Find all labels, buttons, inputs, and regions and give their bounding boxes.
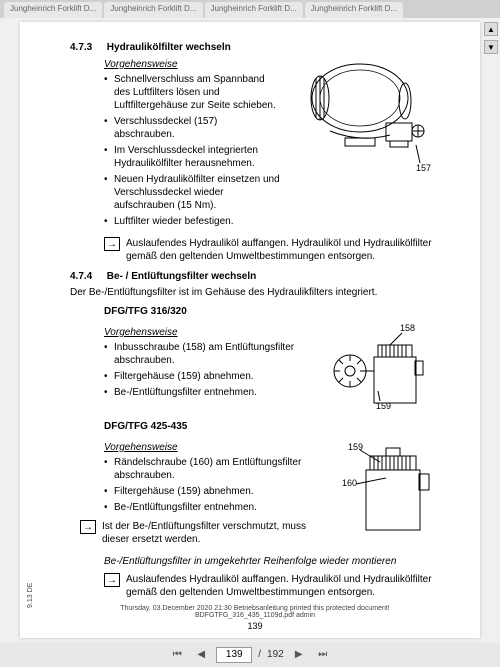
print-footer: Thursday, 03.December 2020 21:30 Betrieb…	[70, 605, 440, 619]
procedure-list: Schnellverschluss am Spannband des Luftf…	[104, 73, 280, 228]
list-item: Luftfilter wieder befestigen.	[104, 215, 280, 228]
note-row: → Ist der Be-/Entlüftungsfilter verschmu…	[80, 520, 320, 546]
callout-label: 157	[416, 163, 431, 173]
document-page: 4.7.3 Hydraulikölfilter wechseln Vorgehe…	[20, 22, 480, 638]
procedure-subhead: Vorgehensweise	[104, 327, 310, 338]
list-item: Filtergehäuse (159) abnehmen.	[104, 485, 320, 498]
note-text: Auslaufendes Hydrauliköl auffangen. Hydr…	[126, 573, 440, 599]
prev-page-icon[interactable]: ◀	[192, 646, 210, 664]
tab-item[interactable]: Jungheinrich Forklift D...	[305, 2, 403, 18]
content-row: Vorgehensweise Rändelschraube (160) am E…	[104, 436, 440, 552]
vent-filter-diagram-b: 159 160	[330, 436, 440, 552]
list-item: Rändelschraube (160) am Entlüftungsfilte…	[104, 456, 320, 482]
note-arrow-icon: →	[104, 237, 120, 251]
content-row: Vorgehensweise Inbusschraube (158) am En…	[104, 321, 440, 411]
note-row: → Auslaufendes Hydrauliköl auffangen. Hy…	[104, 237, 440, 263]
page-total: 192	[267, 649, 284, 660]
svg-text:158: 158	[400, 323, 415, 333]
text-column: Vorgehensweise Inbusschraube (158) am En…	[104, 321, 310, 411]
hydraulic-filter-diagram: 157	[290, 53, 440, 231]
next-page-icon[interactable]: ▶	[290, 646, 308, 664]
procedure-subhead: Vorgehensweise	[104, 59, 280, 70]
procedure-subhead: Vorgehensweise	[104, 442, 320, 453]
text-column: Vorgehensweise Rändelschraube (160) am E…	[104, 436, 320, 552]
side-toolbar: ▲ ▼	[484, 22, 498, 54]
text-column: Vorgehensweise Schnellverschluss am Span…	[104, 53, 280, 231]
reassembly-note: Be-/Entlüftungsfilter in umgekehrter Rei…	[104, 556, 440, 567]
section-heading: 4.7.4 Be- / Entlüftungsfilter wechseln	[70, 271, 440, 282]
model-label: DFG/TFG 425-435	[104, 421, 440, 432]
note-text: Auslaufendes Hydrauliköl auffangen. Hydr…	[126, 237, 440, 263]
page-input[interactable]	[216, 647, 252, 663]
tab-item[interactable]: Jungheinrich Forklift D...	[104, 2, 202, 18]
section-title: Hydraulikölfilter wechseln	[107, 42, 231, 53]
svg-text:160: 160	[342, 478, 357, 488]
note-arrow-icon: →	[80, 520, 96, 534]
list-item: Im Verschlussdeckel integrierten Hydraul…	[104, 144, 280, 170]
section-number: 4.7.4	[70, 271, 104, 282]
procedure-list: Inbusschraube (158) am Entlüftungsfilter…	[104, 341, 310, 399]
page-separator: /	[258, 649, 261, 660]
vent-filter-diagram-a: 158 159	[320, 321, 440, 411]
section-heading: 4.7.3 Hydraulikölfilter wechseln	[70, 42, 440, 53]
intro-text: Der Be-/Entlüftungsfilter ist im Gehäuse…	[70, 286, 440, 300]
note-arrow-icon: →	[104, 573, 120, 587]
tool-up-icon[interactable]: ▲	[484, 22, 498, 36]
list-item: Inbusschraube (158) am Entlüftungsfilter…	[104, 341, 310, 367]
side-code: 9.13 DE	[27, 583, 34, 608]
list-item: Filtergehäuse (159) abnehmen.	[104, 370, 310, 383]
section-number: 4.7.3	[70, 42, 104, 53]
model-label: DFG/TFG 316/320	[104, 306, 440, 317]
tool-down-icon[interactable]: ▼	[484, 40, 498, 54]
pdf-pager: ⏮ ◀ / 192 ▶ ⏭	[0, 642, 500, 667]
tab-item[interactable]: Jungheinrich Forklift D...	[4, 2, 102, 18]
section-title: Be- / Entlüftungsfilter wechseln	[107, 271, 256, 282]
note-text: Ist der Be-/Entlüftungsfilter verschmutz…	[102, 520, 320, 546]
list-item: Schnellverschluss am Spannband des Luftf…	[104, 73, 280, 112]
list-item: Be-/Entlüftungsfilter entnehmen.	[104, 501, 320, 514]
list-item: Be-/Entlüftungsfilter entnehmen.	[104, 386, 310, 399]
svg-text:159: 159	[376, 401, 391, 411]
list-item: Neuen Hydraulikölfilter einsetzen und Ve…	[104, 173, 280, 212]
tab-item[interactable]: Jungheinrich Forklift D...	[205, 2, 303, 18]
procedure-list: Rändelschraube (160) am Entlüftungsfilte…	[104, 456, 320, 514]
note-row: → Auslaufendes Hydrauliköl auffangen. Hy…	[104, 573, 440, 599]
first-page-icon[interactable]: ⏮	[168, 646, 186, 664]
list-item: Verschlussdeckel (157) abschrauben.	[104, 115, 280, 141]
page-number: 139	[70, 621, 440, 631]
content-row: Vorgehensweise Schnellverschluss am Span…	[104, 53, 440, 231]
last-page-icon[interactable]: ⏭	[314, 646, 332, 664]
browser-tabs: Jungheinrich Forklift D... Jungheinrich …	[0, 0, 500, 18]
